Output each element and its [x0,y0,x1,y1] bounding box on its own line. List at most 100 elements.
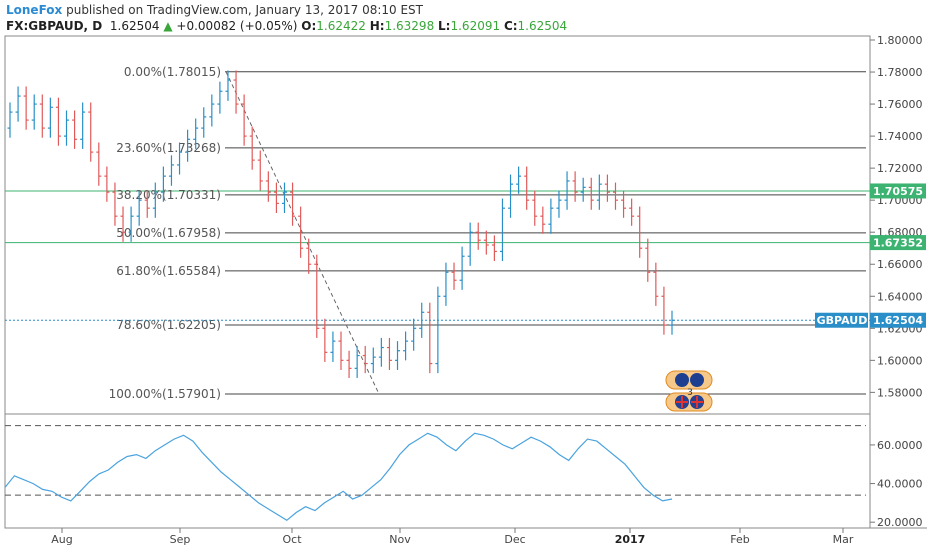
ohlc-bar [491,235,497,262]
fib-level-label: 61.80%(1.65584) [116,264,221,278]
economic-events-badge[interactable]: 3 [665,370,713,412]
ohlc-bar [120,206,126,242]
ohlc-bar [516,166,522,194]
ohlc-bar [241,94,247,146]
price-change: +0.00082 (+0.05%) [176,19,298,33]
svg-text:1.62504: 1.62504 [873,314,923,327]
ohlc-bar [378,337,384,367]
time-tick-label: 2017 [615,533,646,546]
au-flag-icon [675,373,689,387]
ohlc-bar [314,254,320,338]
ohlc-bar [661,286,667,335]
fib-trend-line[interactable] [225,71,380,395]
event-count: 3 [687,388,693,398]
high-label: H: [369,19,385,33]
ohlc-bar [621,190,627,218]
ohlc-bar [64,110,70,146]
line-price-tag [870,183,926,199]
price-tick-label: 1.58000 [877,386,923,399]
ohlc-bar [31,94,37,130]
horizontal-lines[interactable]: 1.70575 1.67352 [5,183,926,251]
open-value: 1.62422 [316,19,366,33]
low-label: L: [438,19,451,33]
ohlc-bar [596,174,602,210]
publish-line: LoneFox published on TradingView.com, Ja… [6,3,423,17]
ohlc-bar [152,182,158,218]
open-label: O: [301,19,317,33]
ohlc-bar [427,302,433,374]
ohlc-bar [580,177,586,202]
ohlc-bar [443,262,449,306]
ohlc-bar [281,182,287,213]
ohlc-bar [588,177,594,210]
ohlc-bar [629,198,635,226]
ohlc-bar [475,222,481,250]
ohlc-bar [499,198,505,262]
price-tick-label: 1.74000 [877,130,923,143]
time-tick-label: Nov [389,533,411,546]
time-tick-label: Oct [282,533,302,546]
time-tick-label: Dec [504,533,525,546]
ohlc-bar [217,81,223,114]
price-tick-label: 1.64000 [877,290,923,303]
ohlc-bar [185,129,191,162]
low-value: 1.62091 [450,19,501,33]
ohlc-bar [47,97,53,138]
ohlc-bar [556,190,562,218]
price-tick-label: 1.60000 [877,354,923,367]
ohlc-bar [653,262,659,306]
price-tick-label: 1.66000 [877,258,923,271]
price-tick-label: 1.78000 [877,66,923,79]
price-bars [7,70,675,378]
ohlc-bar [508,174,514,218]
time-tick-label: Feb [730,533,749,546]
ohlc-bar [451,262,457,290]
ohlc-bar [322,318,328,362]
ohlc-bar [604,174,610,202]
ohlc-bar [435,286,441,374]
time-tick-label: Aug [51,533,72,546]
line-price-label: 1.70575 [873,185,923,198]
high-value: 1.63298 [384,19,435,33]
ohlc-bar [395,341,401,370]
svg-text:GBPAUD: GBPAUD [817,314,868,327]
fib-level-label: 38.20%(1.70331) [116,188,221,202]
ohlc-bar [80,102,86,149]
time-axis[interactable]: Aug Sep Oct Nov Dec 2017 Feb Mar [51,528,854,546]
price-axis[interactable]: 1.800001.780001.760001.740001.720001.700… [870,34,923,399]
ohlc-bar [330,331,336,362]
rsi-pane-frame [4,413,871,529]
rsi-tick-label: 40.0000 [877,478,923,491]
ohlc-bar [225,70,231,101]
ohlc-bar [467,222,473,266]
ohlc-bar [39,94,45,138]
ohlc-bar [346,350,352,378]
price-tick-label: 1.80000 [877,34,923,47]
symbol-label[interactable]: FX:GBPAUD, D [6,19,103,33]
ohlc-bar [104,166,110,202]
rsi-indicator: 60.0000 40.0000 20.0000 [4,425,923,529]
change-arrow-icon: ▲ [163,19,173,33]
ohlc-bar [136,190,142,226]
close-value: 1.62504 [517,19,568,33]
ohlc-bar [564,171,570,210]
ohlc-bar [354,345,360,378]
ohlc-bar [362,345,368,374]
ohlc-bar [459,246,465,290]
ohlc-bar [55,97,61,146]
ohlc-bar [257,150,263,191]
ohlc-bar [72,110,78,149]
author-link[interactable]: LoneFox [6,3,63,17]
ohlc-bar [249,126,255,170]
ohlc-bar [572,171,578,202]
ohlc-bar [265,171,271,202]
au-flag-icon-2 [690,373,704,387]
ohlc-legend: FX:GBPAUD, D 1.62504 ▲ +0.00082 (+0.05%)… [6,19,567,33]
ohlc-bar [532,190,538,226]
line-price-tag [870,235,926,251]
ohlc-bar [338,331,344,370]
ohlc-bar [160,166,166,202]
fib-retracement[interactable]: 0.00%(1.78015) 23.60%(1.73268) 38.20%(1.70… [109,65,866,401]
ohlc-bar [637,206,643,258]
